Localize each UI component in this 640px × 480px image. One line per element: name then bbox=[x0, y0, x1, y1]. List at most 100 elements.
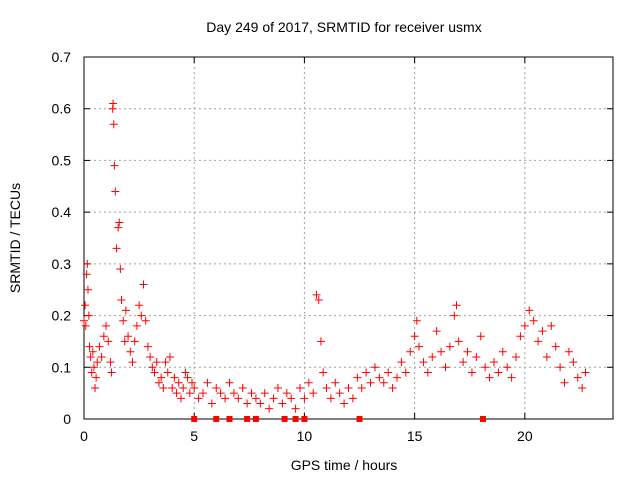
data-point bbox=[234, 394, 243, 403]
gap-marker bbox=[213, 416, 220, 422]
data-point bbox=[212, 383, 221, 392]
data-point bbox=[326, 394, 335, 403]
data-point bbox=[243, 399, 252, 408]
y-tick-label: 0.7 bbox=[52, 49, 72, 65]
data-point bbox=[194, 394, 203, 403]
gap-marker bbox=[292, 416, 299, 422]
data-point bbox=[525, 306, 534, 315]
data-point bbox=[221, 394, 230, 403]
data-point bbox=[481, 363, 490, 372]
data-point bbox=[183, 373, 192, 382]
data-point bbox=[172, 389, 181, 398]
data-point bbox=[520, 321, 529, 330]
data-point bbox=[463, 347, 472, 356]
data-point bbox=[179, 383, 188, 392]
data-point bbox=[542, 352, 551, 361]
data-point bbox=[91, 383, 100, 392]
data-point bbox=[296, 383, 305, 392]
data-point bbox=[181, 368, 190, 377]
data-point bbox=[109, 120, 118, 129]
data-point bbox=[130, 337, 139, 346]
data-point bbox=[379, 378, 388, 387]
gap-marker bbox=[244, 416, 251, 422]
data-point bbox=[203, 378, 212, 387]
data-point bbox=[412, 316, 421, 325]
data-point bbox=[152, 358, 161, 367]
data-point bbox=[273, 383, 282, 392]
data-point bbox=[388, 383, 397, 392]
data-point bbox=[163, 368, 172, 377]
y-tick-label: 0.6 bbox=[52, 101, 72, 117]
data-point bbox=[143, 342, 152, 351]
data-point bbox=[507, 373, 516, 382]
data-point bbox=[485, 373, 494, 382]
data-point bbox=[472, 352, 481, 361]
gap-marker bbox=[301, 416, 308, 422]
gap-marker bbox=[479, 416, 486, 422]
data-point bbox=[432, 327, 441, 336]
data-point bbox=[117, 296, 126, 305]
data-point bbox=[415, 342, 424, 351]
data-point bbox=[278, 399, 287, 408]
data-point bbox=[141, 316, 150, 325]
x-tick-label: 0 bbox=[80, 428, 88, 444]
data-point bbox=[146, 352, 155, 361]
data-point bbox=[80, 316, 88, 325]
data-point bbox=[174, 378, 183, 387]
data-point bbox=[494, 368, 503, 377]
data-point bbox=[556, 363, 565, 372]
data-point bbox=[452, 301, 461, 310]
data-point bbox=[128, 358, 137, 367]
data-point bbox=[529, 316, 538, 325]
data-point bbox=[312, 290, 321, 299]
gap-marker bbox=[191, 416, 198, 422]
data-point bbox=[238, 383, 247, 392]
data-point bbox=[534, 337, 543, 346]
y-tick-label: 0.5 bbox=[52, 152, 72, 168]
grid-layer bbox=[83, 56, 613, 420]
data-point bbox=[86, 352, 95, 361]
data-point bbox=[168, 383, 177, 392]
data-point bbox=[110, 161, 119, 170]
data-point bbox=[170, 373, 179, 382]
data-layer bbox=[80, 99, 590, 422]
data-point bbox=[344, 383, 353, 392]
data-point bbox=[157, 373, 166, 382]
y-tick-label: 0.2 bbox=[52, 308, 72, 324]
data-point bbox=[538, 327, 547, 336]
data-point bbox=[87, 368, 96, 377]
data-point bbox=[88, 347, 97, 356]
data-point bbox=[564, 347, 573, 356]
data-point bbox=[112, 244, 121, 253]
data-point bbox=[348, 394, 357, 403]
data-point bbox=[454, 337, 463, 346]
data-point bbox=[450, 311, 459, 320]
chart-title: Day 249 of 2017, SRMTID for receiver usm… bbox=[206, 19, 481, 35]
data-point bbox=[207, 399, 216, 408]
data-point bbox=[106, 358, 115, 367]
data-point bbox=[165, 352, 174, 361]
data-point bbox=[265, 404, 274, 413]
series-srmtid bbox=[80, 99, 590, 413]
data-point bbox=[316, 337, 325, 346]
gap-marker bbox=[252, 416, 259, 422]
data-point bbox=[309, 389, 318, 398]
data-point bbox=[190, 383, 199, 392]
data-point bbox=[397, 358, 406, 367]
data-point bbox=[81, 321, 90, 330]
data-point bbox=[132, 321, 141, 330]
data-point bbox=[229, 389, 238, 398]
data-point bbox=[428, 352, 437, 361]
data-point bbox=[406, 347, 415, 356]
y-tick-label: 0.1 bbox=[52, 359, 72, 375]
data-point bbox=[89, 363, 98, 372]
data-point bbox=[314, 296, 323, 305]
series-gaps bbox=[191, 416, 486, 422]
data-point bbox=[498, 347, 507, 356]
data-point bbox=[111, 187, 120, 196]
data-point bbox=[551, 342, 560, 351]
data-point bbox=[82, 270, 91, 279]
data-point bbox=[441, 363, 450, 372]
data-point bbox=[322, 383, 331, 392]
data-point bbox=[392, 373, 401, 382]
